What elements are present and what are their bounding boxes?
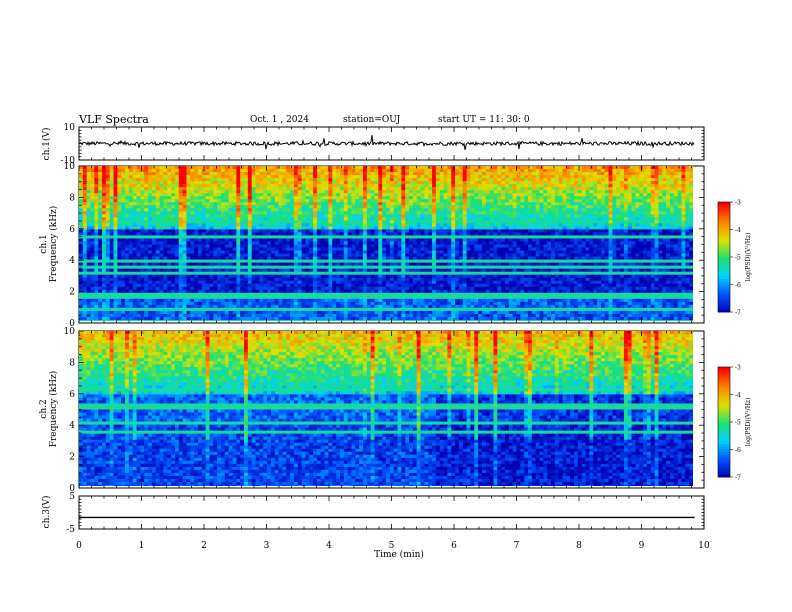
- colorbar-tick-label: -3: [735, 365, 741, 372]
- spectrogram-ch2-image: [79, 331, 693, 486]
- x-tick-labels: 0 1 2 3 4 5 6 7 8 9 10: [76, 541, 710, 551]
- y-tick-label: 4: [69, 421, 75, 431]
- x-tick-label: 7: [514, 541, 520, 551]
- colorbar-tick-label: -5: [735, 420, 741, 427]
- y-tick-label: 5: [69, 492, 75, 502]
- ch2-spec-ylabel-channel: ch.2: [39, 399, 49, 418]
- y-tick-label: 10: [64, 162, 76, 172]
- station-label: station=OUJ: [343, 115, 401, 125]
- y-tick-label: 6: [69, 225, 75, 235]
- ch1-wave-ylabel: ch.1(V): [41, 128, 52, 161]
- ch2-spec-ylabel-frequency: Frequency (kHz): [48, 371, 59, 448]
- y-tick-label: 6: [69, 390, 75, 400]
- y-tick-label: 2: [69, 288, 75, 298]
- colorbar-tick-label: -4: [735, 392, 741, 399]
- x-tick-label: 0: [76, 541, 82, 551]
- ch1-spec-ylabel-frequency: Frequency (kHz): [48, 206, 59, 283]
- colorbar-tick-label: -6: [735, 447, 741, 454]
- y-tick-label: 8: [69, 358, 75, 368]
- colorbar-ch1: -3 -4 -5 -6 -7 log(PSD)(V²/Hz): [717, 200, 752, 317]
- colorbar-tick-label: -3: [735, 200, 741, 207]
- x-tick-label: 6: [451, 541, 457, 551]
- colorbar-tick-label: -5: [735, 255, 741, 262]
- x-tick-label: 10: [698, 541, 710, 551]
- chart-title: VLF Spectra: [79, 113, 149, 126]
- y-tick-label: -10: [61, 156, 76, 166]
- x-tick-label: 9: [639, 541, 645, 551]
- y-tick-label: -5: [66, 525, 75, 535]
- x-axis-label: Time (min): [374, 549, 424, 560]
- colorbar-label: log(PSD)(V²/Hz): [745, 398, 752, 447]
- colorbar-ch2: -3 -4 -5 -6 -7 log(PSD)(V²/Hz): [717, 365, 752, 482]
- ch3-wave-ylabel: ch.3(V): [41, 496, 52, 529]
- colorbar-tick-label: -7: [735, 475, 741, 482]
- x-tick-label: 2: [201, 541, 207, 551]
- y-tick-label: 0: [69, 319, 75, 329]
- y-tick-label: 10: [64, 123, 76, 133]
- ch1-spec-ylabel-channel: ch.1: [39, 234, 49, 253]
- start-time-label: start UT = 11: 30: 0: [438, 115, 530, 125]
- y-tick-label: 10: [64, 327, 76, 337]
- x-tick-label: 4: [326, 541, 332, 551]
- date-label: Oct. 1 , 2024: [250, 115, 309, 125]
- spectrogram-ch1-image: [79, 166, 693, 321]
- colorbar-tick-label: -6: [735, 282, 741, 289]
- y-tick-label: 8: [69, 193, 75, 203]
- colorbar-tick-label: -4: [735, 227, 741, 234]
- y-tick-label: 4: [69, 256, 75, 266]
- x-tick-label: 8: [576, 541, 582, 551]
- y-tick-label: 2: [69, 453, 75, 463]
- y-tick-label: 0: [69, 484, 75, 494]
- x-tick-label: 3: [264, 541, 270, 551]
- x-tick-label: 5: [389, 541, 395, 551]
- tick-marks: [78, 126, 705, 530]
- waveform-ch1-trace: [78, 135, 695, 151]
- colorbar-label: log(PSD)(V²/Hz): [745, 233, 752, 282]
- colorbar-tick-label: -7: [735, 310, 741, 317]
- x-tick-label: 1: [139, 541, 145, 551]
